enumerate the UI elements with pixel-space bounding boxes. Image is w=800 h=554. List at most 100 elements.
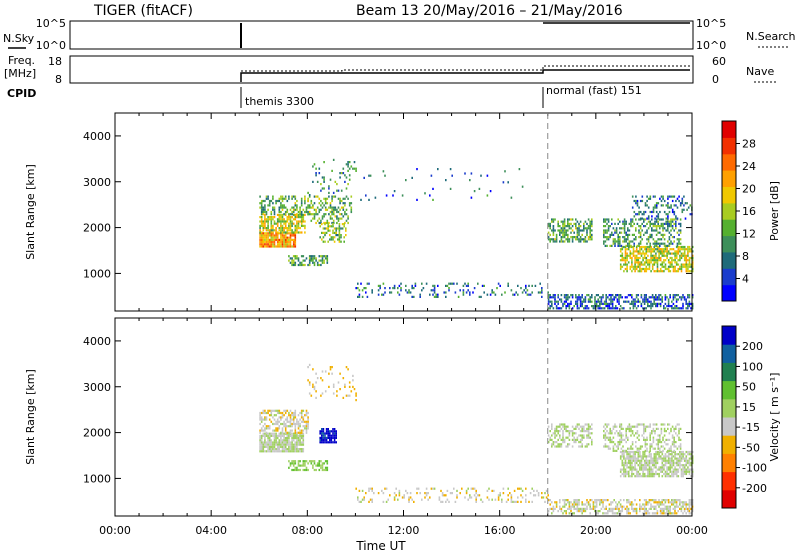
velocity-cell xyxy=(501,500,503,503)
power-cell xyxy=(432,187,434,190)
velocity-cell xyxy=(329,436,331,439)
power-cell xyxy=(579,238,582,241)
power-cell xyxy=(639,250,641,253)
velocity-cell xyxy=(653,453,656,456)
power-cell xyxy=(680,267,683,271)
velocity-cell xyxy=(661,470,664,473)
power-cell xyxy=(565,307,567,310)
velocity-cell xyxy=(565,503,567,506)
velocity-cell xyxy=(643,427,645,430)
velocity-cell xyxy=(650,470,652,473)
power-cell xyxy=(643,307,646,310)
power-cell xyxy=(291,245,293,248)
velocity-cell xyxy=(653,466,656,469)
velocity-cell xyxy=(297,443,300,446)
power-cell xyxy=(639,231,642,234)
power-cell xyxy=(262,199,265,203)
velocity-cell xyxy=(632,466,635,469)
velocity-cell xyxy=(289,445,292,448)
power-cell xyxy=(570,236,572,239)
velocity-cell xyxy=(668,432,671,435)
velocity-cell xyxy=(614,432,616,435)
power-cell xyxy=(645,265,648,268)
power-cell xyxy=(300,197,303,200)
power-cell xyxy=(320,208,322,211)
velocity-cell xyxy=(619,510,622,513)
velocity-cell xyxy=(661,464,664,467)
velocity-cell xyxy=(691,501,694,504)
velocity-cell xyxy=(268,448,271,451)
velocity-cell xyxy=(660,430,663,433)
power-cell xyxy=(345,195,348,198)
power-cell xyxy=(336,217,338,220)
power-cell xyxy=(643,302,646,305)
power-cell xyxy=(661,248,664,251)
velocity-cell xyxy=(642,453,644,456)
velocity-cell xyxy=(658,455,660,458)
velocity-cell xyxy=(320,394,322,397)
freq-trace xyxy=(240,69,690,82)
power-cell xyxy=(567,240,569,243)
velocity-cell xyxy=(682,505,684,508)
station-title: TIGER (fitACF) xyxy=(93,3,193,19)
velocity-cell xyxy=(643,499,646,502)
power-cell xyxy=(675,252,678,255)
power-cell xyxy=(350,206,353,209)
velocity-cell xyxy=(302,450,305,453)
velocity-cell xyxy=(568,443,571,446)
power-cell xyxy=(688,263,691,266)
velocity-cell xyxy=(583,507,585,510)
power-cell xyxy=(433,291,436,294)
velocity-cell xyxy=(371,498,373,501)
velocity-cell xyxy=(299,422,301,426)
power-cell xyxy=(344,180,346,183)
power-cell xyxy=(280,222,282,225)
velocity-cell xyxy=(675,501,678,504)
velocity-cell xyxy=(688,512,691,515)
power-cell xyxy=(297,210,300,214)
power-cell xyxy=(469,179,471,182)
power-cell xyxy=(278,238,281,241)
power-cell xyxy=(670,225,672,228)
power-cell xyxy=(674,259,676,262)
power-cell xyxy=(647,261,649,264)
velocity-cell xyxy=(573,507,575,510)
power-cell xyxy=(640,270,643,273)
power-cell xyxy=(323,259,325,262)
power-cell xyxy=(625,240,627,243)
power-cell xyxy=(674,307,676,310)
power-colorbar-segment xyxy=(722,186,736,204)
power-cell xyxy=(644,231,647,234)
velocity-cell xyxy=(286,431,289,434)
power-cell xyxy=(326,221,329,225)
velocity-cell xyxy=(296,420,298,423)
power-cell xyxy=(284,220,287,223)
velocity-cell xyxy=(424,492,426,495)
velocity-cell xyxy=(567,445,569,448)
power-cell xyxy=(667,305,670,308)
velocity-cell xyxy=(623,449,626,452)
power-cell xyxy=(551,296,553,299)
velocity-colorbar-segment xyxy=(722,344,736,363)
power-cell xyxy=(677,267,680,271)
power-cell xyxy=(650,252,652,255)
velocity-cell xyxy=(604,427,607,430)
velocity-colorbar-tick-label: 100 xyxy=(742,360,763,373)
power-cell xyxy=(268,241,271,244)
velocity-cell xyxy=(427,492,429,495)
velocity-cell xyxy=(666,499,668,502)
power-cell xyxy=(653,300,655,303)
velocity-cell xyxy=(626,510,628,513)
velocity-cell xyxy=(677,505,679,508)
power-cell xyxy=(289,224,292,227)
velocity-cell xyxy=(475,498,477,501)
velocity-cell xyxy=(643,436,645,439)
power-cell xyxy=(478,187,481,190)
power-cell xyxy=(633,233,635,236)
power-cell xyxy=(333,236,336,239)
power-cell xyxy=(642,307,644,310)
velocity-cell xyxy=(275,409,277,412)
power-cell xyxy=(521,291,524,294)
power-cell xyxy=(422,287,425,290)
power-cell xyxy=(368,198,370,201)
